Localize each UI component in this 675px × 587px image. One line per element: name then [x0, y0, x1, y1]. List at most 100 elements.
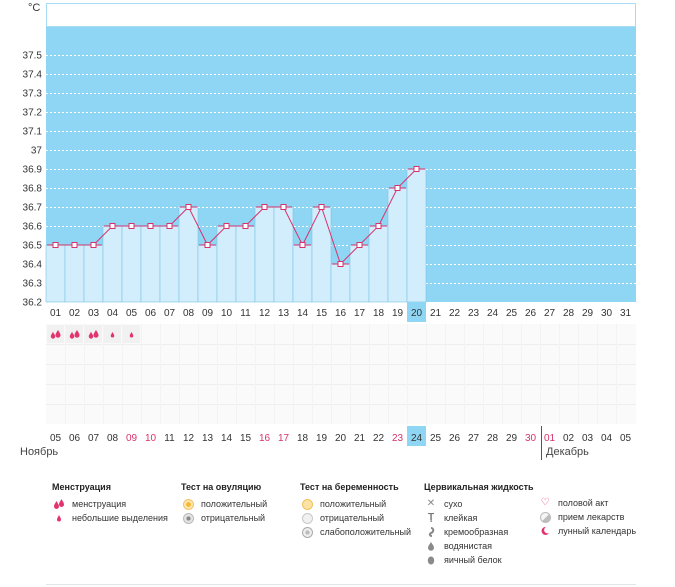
- cycle-day-label[interactable]: 02: [69, 308, 81, 319]
- menstruation-row: [46, 324, 636, 424]
- legend-label: отрицательный: [320, 513, 385, 523]
- menstruation-icon[interactable]: [66, 325, 83, 343]
- legend-label: клейкая: [444, 513, 478, 523]
- temperature-bar: [349, 244, 370, 303]
- date-label[interactable]: 19: [316, 433, 328, 444]
- legend-ovulation: Тест на овуляцию положительный отрицател…: [181, 482, 267, 525]
- legend-label: сухо: [444, 499, 463, 509]
- watery-icon: [424, 540, 438, 552]
- date-label[interactable]: 23: [392, 433, 404, 444]
- y-tick-label: 36.9: [23, 165, 43, 176]
- temperature-point: [280, 204, 287, 210]
- cycle-day-label[interactable]: 04: [107, 308, 119, 319]
- cycle-day-label[interactable]: 31: [620, 308, 632, 319]
- cycle-day-label[interactable]: 17: [354, 308, 366, 319]
- cycle-day-label[interactable]: 19: [392, 308, 404, 319]
- date-label[interactable]: 16: [259, 433, 271, 444]
- cycle-day-label[interactable]: 30: [601, 308, 613, 319]
- date-label[interactable]: 12: [183, 433, 195, 444]
- unit-label: °C: [28, 2, 40, 14]
- date-label[interactable]: 10: [145, 433, 157, 444]
- date-label[interactable]: 11: [164, 433, 175, 444]
- cycle-day-label[interactable]: 16: [335, 308, 347, 319]
- date-label[interactable]: 17: [278, 433, 290, 444]
- drops-icon: [52, 498, 66, 510]
- legend-item: менструация: [52, 497, 168, 511]
- cycle-day-label[interactable]: 28: [563, 308, 575, 319]
- date-label[interactable]: 03: [582, 433, 594, 444]
- legend-item: прием лекарств: [538, 510, 636, 524]
- temperature-point: [299, 242, 306, 248]
- month-label-right: Декабрь: [546, 446, 589, 458]
- cycle-day-label[interactable]: 08: [183, 308, 195, 319]
- cycle-day-label[interactable]: 11: [240, 308, 251, 319]
- spotting-icon[interactable]: [104, 325, 121, 343]
- cycle-day-label[interactable]: 13: [278, 308, 290, 319]
- date-label[interactable]: 13: [202, 433, 214, 444]
- temperature-bar: [83, 244, 104, 303]
- cycle-day-row: 01 02 03 04 05 06 07 08 09 10 11 12 13 14 15 16 17 18 19 20…: [50, 302, 632, 322]
- cycle-day-label[interactable]: 24: [487, 308, 499, 319]
- date-label[interactable]: 05: [620, 433, 632, 444]
- cycle-day-label[interactable]: 09: [202, 308, 214, 319]
- chart-top-frame: [46, 3, 636, 27]
- date-label[interactable]: 01: [544, 433, 556, 444]
- date-label[interactable]: 08: [107, 433, 119, 444]
- cycle-day-label[interactable]: 15: [316, 308, 328, 319]
- cycle-day-label[interactable]: 10: [221, 308, 233, 319]
- date-label[interactable]: 25: [430, 433, 442, 444]
- cycle-day-label[interactable]: 14: [297, 308, 309, 319]
- date-label[interactable]: 21: [354, 433, 366, 444]
- legend-item: положительный: [181, 497, 267, 511]
- menstruation-icon[interactable]: [85, 325, 102, 343]
- date-label[interactable]: 30: [525, 433, 537, 444]
- date-label[interactable]: 14: [221, 433, 233, 444]
- date-label[interactable]: 07: [88, 433, 100, 444]
- cycle-day-label[interactable]: 26: [525, 308, 537, 319]
- date-label[interactable]: 26: [449, 433, 461, 444]
- date-label[interactable]: 18: [297, 433, 309, 444]
- cycle-day-label[interactable]: 22: [449, 308, 461, 319]
- cycle-day-label[interactable]: 27: [544, 308, 556, 319]
- pill-icon: [538, 511, 552, 523]
- legend-item: водянистая: [424, 539, 534, 553]
- temperature-bar: [216, 225, 237, 303]
- date-label[interactable]: 15: [240, 433, 252, 444]
- date-label[interactable]: 22: [373, 433, 385, 444]
- temperature-point: [185, 204, 192, 210]
- cycle-day-label[interactable]: 25: [506, 308, 518, 319]
- date-label[interactable]: 09: [126, 433, 138, 444]
- cycle-day-label[interactable]: 05: [126, 308, 138, 319]
- date-label[interactable]: 20: [335, 433, 347, 444]
- date-label[interactable]: 04: [601, 433, 613, 444]
- date-label[interactable]: 29: [506, 433, 518, 444]
- cycle-day-label[interactable]: 23: [468, 308, 480, 319]
- cycle-day-label[interactable]: 20: [411, 308, 423, 319]
- menstruation-icon[interactable]: [47, 325, 64, 343]
- date-label[interactable]: 02: [563, 433, 575, 444]
- legend-label: отрицательный: [201, 513, 266, 523]
- drop-shape: [110, 331, 115, 338]
- legend-item: лунный календарь: [538, 524, 636, 538]
- cycle-day-label[interactable]: 18: [373, 308, 385, 319]
- egg-white-icon: [424, 554, 438, 566]
- date-label[interactable]: 05: [50, 433, 62, 444]
- date-label[interactable]: 06: [69, 433, 81, 444]
- month-label-left: Ноябрь: [20, 446, 59, 458]
- legend-cervical: Цервикальная жидкость ✕ сухо Ţ клейкая к…: [424, 482, 534, 567]
- temperature-bar: [159, 225, 180, 303]
- spotting-icon[interactable]: [123, 325, 140, 343]
- date-label[interactable]: 27: [468, 433, 480, 444]
- cycle-day-label[interactable]: 07: [164, 308, 176, 319]
- legend-label: прием лекарств: [558, 512, 625, 522]
- date-label[interactable]: 24: [411, 433, 423, 444]
- cycle-day-label[interactable]: 01: [50, 308, 62, 319]
- cycle-day-label[interactable]: 03: [88, 308, 100, 319]
- date-label[interactable]: 28: [487, 433, 499, 444]
- cycle-day-label[interactable]: 12: [259, 308, 271, 319]
- y-tick-label: 36.7: [23, 203, 43, 214]
- legend-other: ♡ половой акт прием лекарств лунный кале…: [538, 496, 636, 538]
- cycle-day-label[interactable]: 06: [145, 308, 157, 319]
- cycle-day-label[interactable]: 29: [582, 308, 594, 319]
- cycle-day-label[interactable]: 21: [430, 308, 442, 319]
